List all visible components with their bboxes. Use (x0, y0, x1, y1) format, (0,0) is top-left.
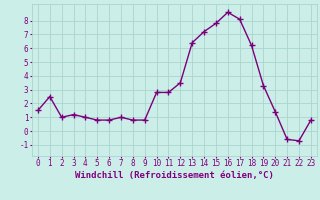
X-axis label: Windchill (Refroidissement éolien,°C): Windchill (Refroidissement éolien,°C) (75, 171, 274, 180)
